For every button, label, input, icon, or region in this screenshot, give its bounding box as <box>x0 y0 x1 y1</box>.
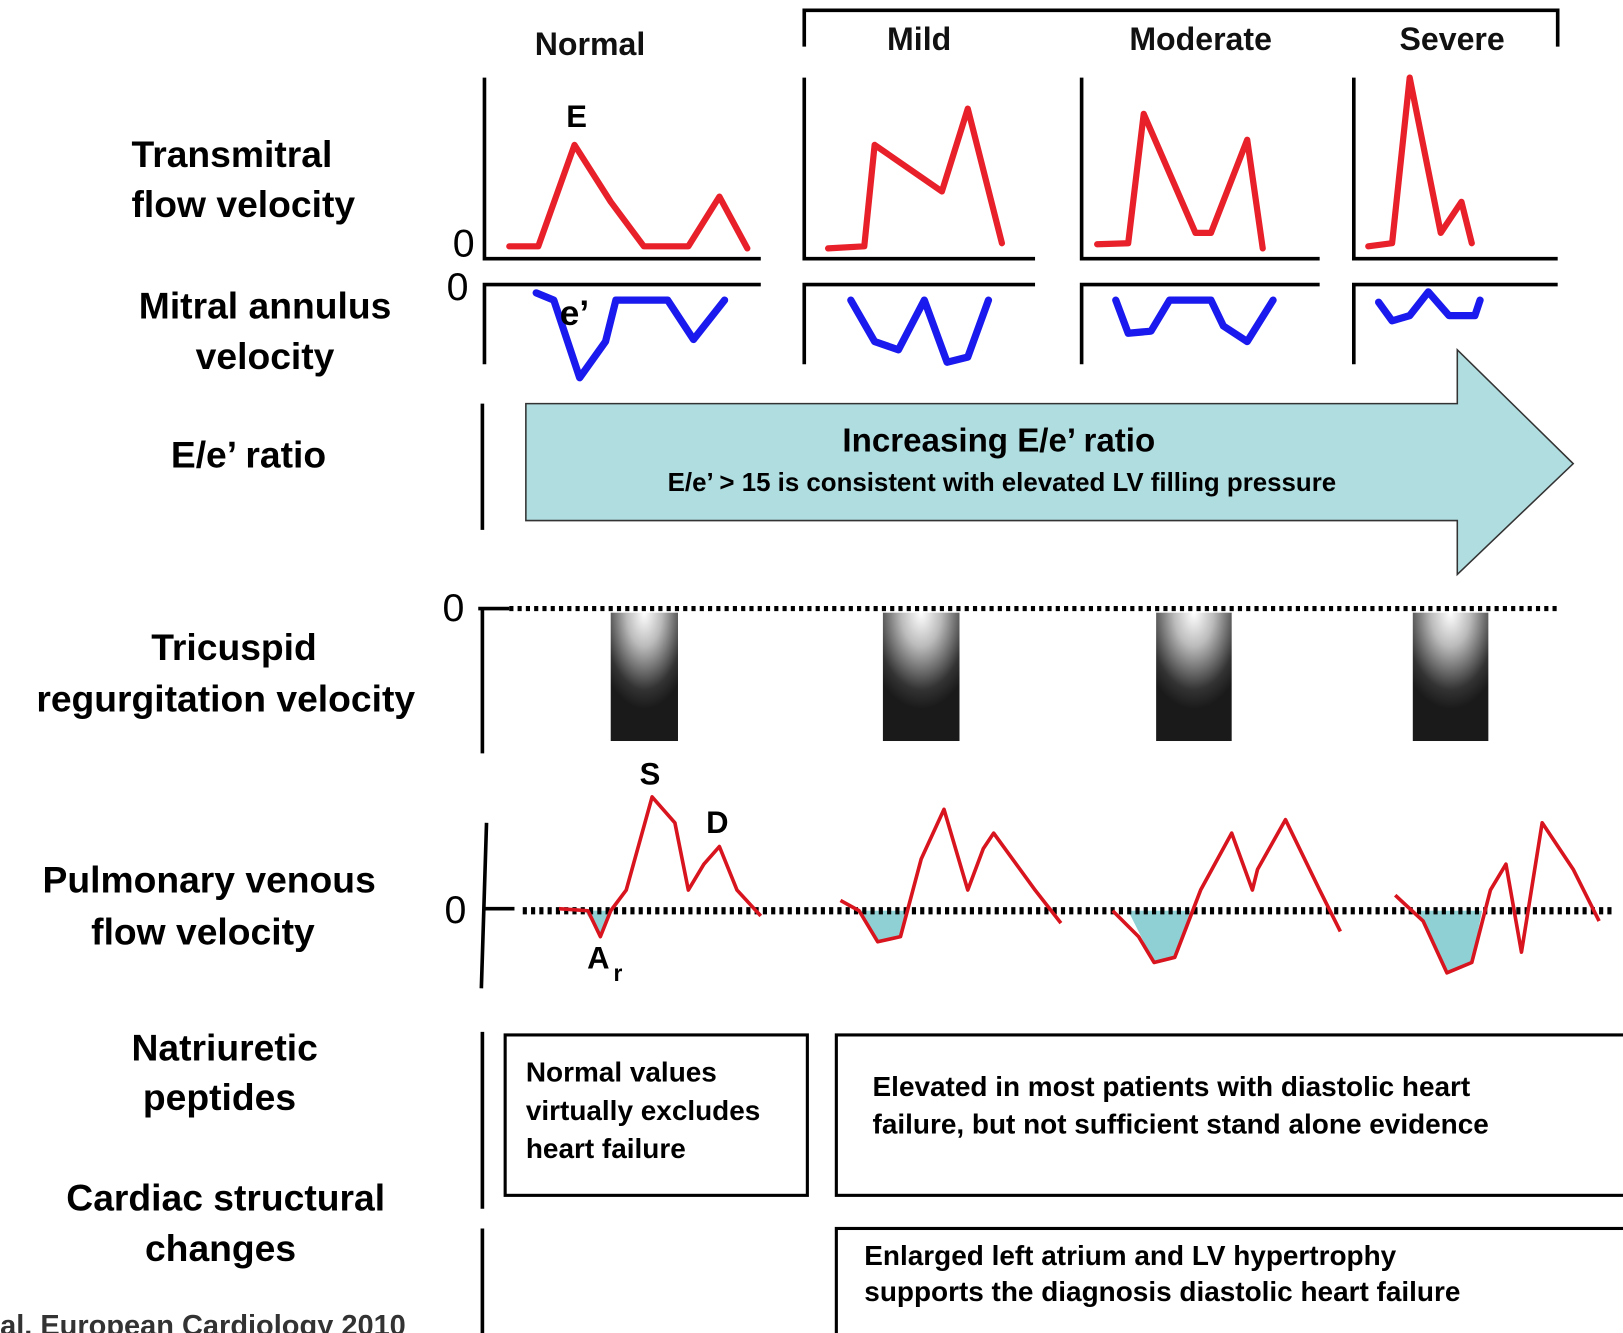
row-label: flow velocity <box>132 183 356 225</box>
row-label: changes <box>145 1227 296 1269</box>
waveform <box>1097 114 1263 249</box>
axis <box>481 823 486 989</box>
wave-label: A <box>587 941 609 976</box>
doppler-spectrum <box>1156 613 1232 741</box>
waveform <box>1379 292 1480 321</box>
row-label: regurgitation velocity <box>36 678 415 720</box>
doppler-spectrum <box>611 613 678 741</box>
zero-label: 0 <box>442 586 464 630</box>
box-text: Normal values <box>526 1057 717 1088</box>
waveform <box>559 797 761 937</box>
row-label: Mitral annulus <box>139 284 391 326</box>
row-label: E/e’ ratio <box>171 433 326 475</box>
row-label: flow velocity <box>91 910 315 952</box>
doppler-spectrum <box>883 613 960 741</box>
row-label: Natriuretic <box>132 1026 318 1068</box>
column-header: Mild <box>887 21 951 57</box>
doppler-spectrum <box>1413 613 1489 741</box>
zero-label: 0 <box>445 888 467 932</box>
row-label: Pulmonary venous <box>43 859 376 901</box>
pulmonary-venous-panels: 0 S D A r <box>445 756 1615 988</box>
transmitral-panels: E 0 <box>453 78 1558 266</box>
row-label: Tricuspid <box>151 626 317 668</box>
arrow-title: Increasing E/e’ ratio <box>842 423 1155 460</box>
tricuspid-panels: 0 <box>442 586 1557 753</box>
box-text: supports the diagnosis diastolic heart f… <box>864 1276 1460 1307</box>
column-header: Normal <box>535 26 646 62</box>
waveform <box>509 145 747 248</box>
axis <box>1354 78 1558 259</box>
ratio-arrow <box>526 350 1573 575</box>
mitral-annulus-panels: e’ 0 <box>447 265 1558 378</box>
axis <box>1354 285 1558 365</box>
zero-label: 0 <box>447 265 469 309</box>
wave-label: D <box>706 805 728 840</box>
waveform <box>1116 300 1273 341</box>
box-text: Elevated in most patients with diastolic… <box>873 1071 1471 1102</box>
waveform <box>828 109 1002 249</box>
row-label: Cardiac structural <box>66 1176 385 1218</box>
waveform <box>1368 78 1471 247</box>
box-text: failure, but not sufficient stand alone … <box>873 1108 1489 1139</box>
row-label: Transmitral <box>132 133 333 175</box>
page: Normal Mild Moderate Severe Transmitral … <box>0 0 1623 1333</box>
column-header: Moderate <box>1129 21 1272 57</box>
wave-label-subscript: r <box>614 960 623 986</box>
axis <box>484 78 760 259</box>
waveform <box>851 300 989 362</box>
wave-label: E <box>566 99 587 134</box>
citation: al. European Cardiology 2010 <box>0 1310 406 1333</box>
box-text: virtually excludes <box>526 1095 760 1126</box>
box-text: heart failure <box>526 1133 686 1164</box>
axis <box>804 285 1035 365</box>
wave-label: e’ <box>560 294 589 333</box>
row-label: peptides <box>143 1076 296 1118</box>
box-text: Enlarged left atrium and LV hypertrophy <box>864 1240 1396 1271</box>
column-header: Severe <box>1400 21 1505 57</box>
row-label: velocity <box>196 335 335 377</box>
wave-label: S <box>640 756 661 791</box>
arrow-subtitle: E/e’ > 15 is consistent with elevated LV… <box>668 469 1337 497</box>
zero-label: 0 <box>453 222 475 266</box>
waveform <box>1395 823 1599 973</box>
diagram: Normal Mild Moderate Severe Transmitral … <box>0 0 1623 1333</box>
